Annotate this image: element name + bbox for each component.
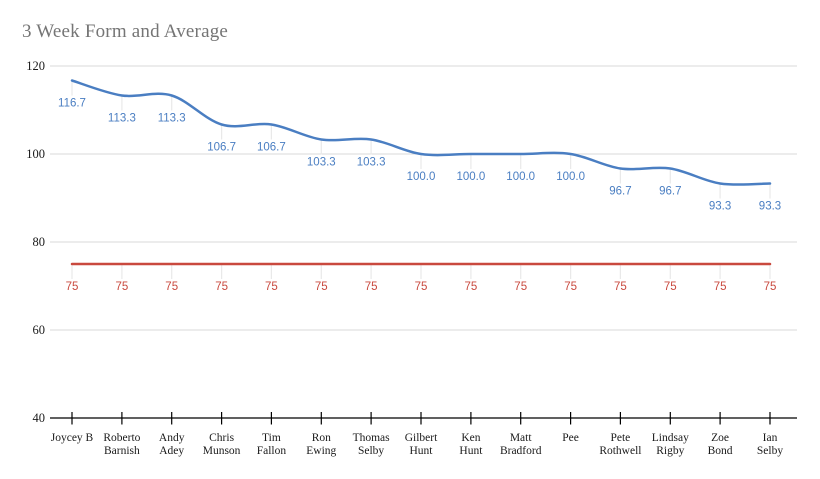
data-point-label: 75 bbox=[614, 281, 627, 293]
data-point-label: 100.0 bbox=[506, 171, 535, 183]
x-axis-category-label: Pee bbox=[562, 432, 579, 444]
x-axis-category-label: Ewing bbox=[306, 445, 336, 457]
data-point-label: 103.3 bbox=[307, 157, 336, 169]
x-axis-category-label: Chris bbox=[209, 432, 234, 444]
data-point-label: 93.3 bbox=[759, 201, 781, 213]
y-axis-tick-label: 100 bbox=[26, 147, 45, 161]
data-point-label: 103.3 bbox=[357, 157, 386, 169]
data-point-label: 75 bbox=[365, 281, 378, 293]
x-axis-category-label: Ron bbox=[312, 432, 331, 444]
data-point-label: 75 bbox=[116, 281, 129, 293]
data-point-label: 75 bbox=[265, 281, 278, 293]
y-axis-tick-label: 80 bbox=[33, 235, 46, 249]
x-axis-category-label: Selby bbox=[757, 445, 783, 457]
x-axis-category-label: Matt bbox=[510, 432, 533, 444]
data-point-label: 96.7 bbox=[609, 186, 631, 198]
data-point-label: 75 bbox=[165, 281, 178, 293]
y-axis-tick-label: 120 bbox=[26, 59, 45, 73]
data-point-label: 106.7 bbox=[207, 142, 236, 154]
data-point-label: 106.7 bbox=[257, 142, 286, 154]
x-axis-category-label: Hunt bbox=[459, 445, 483, 457]
data-point-label: 96.7 bbox=[659, 186, 681, 198]
y-axis-tick-label: 40 bbox=[33, 411, 46, 425]
x-axis-category-label: Munson bbox=[203, 445, 241, 457]
data-point-label: 75 bbox=[315, 281, 328, 293]
x-axis-category-label: Zoe bbox=[711, 432, 729, 444]
data-point-label: 100.0 bbox=[556, 171, 585, 183]
x-axis-category-label: Selby bbox=[358, 445, 384, 457]
x-axis-category-label: Ian bbox=[763, 432, 778, 444]
chart-title: 3 Week Form and Average bbox=[22, 21, 229, 42]
x-axis-category-label: Pete bbox=[610, 432, 630, 444]
x-axis-category-label: Rothwell bbox=[599, 445, 641, 457]
data-point-label: 75 bbox=[714, 281, 727, 293]
data-point-label: 75 bbox=[514, 281, 527, 293]
data-point-label: 113.3 bbox=[108, 113, 136, 125]
data-point-label: 93.3 bbox=[709, 201, 731, 213]
data-point-label: 113.3 bbox=[158, 113, 186, 125]
data-point-label: 75 bbox=[564, 281, 577, 293]
x-axis-category-label: Roberto bbox=[103, 432, 140, 444]
data-point-label: 75 bbox=[66, 281, 79, 293]
data-point-label: 75 bbox=[764, 281, 777, 293]
data-point-label: 75 bbox=[415, 281, 428, 293]
x-axis-category-label: Joycey B bbox=[51, 432, 94, 444]
x-axis-category-label: Tim bbox=[262, 432, 281, 444]
series-line-3-week-form bbox=[70, 79, 772, 186]
data-point-label: 100.0 bbox=[407, 171, 436, 183]
x-axis-category-label: Bradford bbox=[500, 445, 542, 457]
x-axis-category-label: Ken bbox=[461, 432, 480, 444]
x-axis-category-label: Hunt bbox=[410, 445, 434, 457]
x-axis-category-label: Thomas bbox=[353, 432, 391, 444]
data-point-label: 75 bbox=[465, 281, 478, 293]
x-axis-category-label: Andy bbox=[159, 432, 185, 444]
x-axis-category-label: Bond bbox=[708, 445, 733, 457]
y-axis-tick-label: 60 bbox=[33, 323, 46, 337]
x-axis-category-label: Rigby bbox=[656, 445, 684, 457]
x-axis-category-label: Lindsay bbox=[652, 432, 689, 444]
x-axis-category-label: Barnish bbox=[104, 445, 140, 457]
data-point-label: 116.7 bbox=[58, 98, 86, 110]
data-point-label: 100.0 bbox=[457, 171, 486, 183]
data-point-label: 75 bbox=[664, 281, 677, 293]
x-axis-category-label: Adey bbox=[159, 445, 184, 457]
data-point-label: 75 bbox=[215, 281, 228, 293]
x-axis-category-label: Gilbert bbox=[405, 432, 438, 444]
x-axis-category-label: Fallon bbox=[257, 445, 287, 457]
